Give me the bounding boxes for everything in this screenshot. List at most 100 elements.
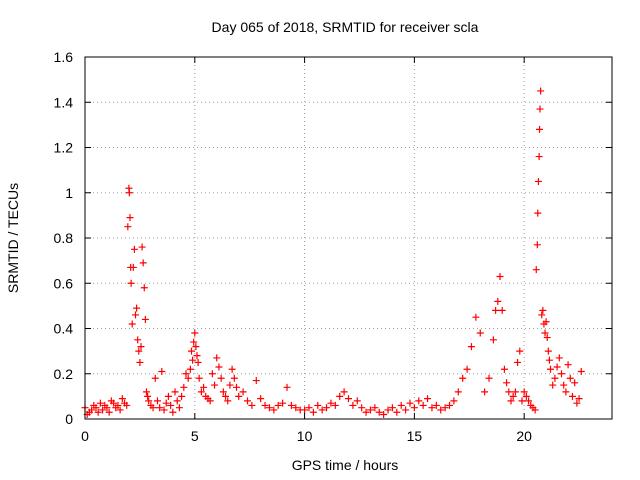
data-point (124, 223, 132, 231)
data-point (543, 334, 551, 342)
tick-labels: 0 5 10 15 20 0 0.2 0.4 0.6 0.8 1 1.2 1.4 1.6 (54, 49, 533, 444)
data-point (136, 358, 144, 366)
data-point (189, 356, 197, 364)
data-point (139, 259, 147, 267)
data-point (192, 343, 200, 351)
data-point (162, 399, 170, 407)
data-point (534, 177, 542, 185)
data-point (406, 399, 414, 407)
data-point (537, 87, 545, 95)
data-point (514, 358, 522, 366)
y-tick-label: 1.6 (54, 49, 74, 65)
data-point (349, 401, 357, 409)
data-point (180, 383, 188, 391)
data-point (314, 401, 322, 409)
data-point (544, 347, 552, 355)
data-point (158, 367, 166, 375)
data-point (428, 404, 436, 412)
data-point (547, 365, 555, 373)
data-point (358, 404, 366, 412)
data-point (186, 365, 194, 373)
data-point (415, 397, 423, 405)
data-point (520, 388, 528, 396)
data-point (145, 397, 153, 405)
data-point (126, 214, 134, 222)
data-point (509, 392, 517, 400)
data-point (371, 404, 379, 412)
data-point (193, 352, 201, 360)
y-axis-title: SRMTID / TECUs (5, 183, 21, 293)
plot-area (81, 87, 585, 418)
data-point (239, 388, 247, 396)
data-point (270, 406, 278, 414)
data-point (500, 365, 508, 373)
data-point (388, 404, 396, 412)
data-point (522, 392, 530, 400)
data-point (235, 392, 243, 400)
data-point (252, 377, 260, 385)
data-point (88, 406, 96, 414)
data-point (340, 388, 348, 396)
data-point (156, 404, 164, 412)
plot-frame (84, 56, 613, 420)
data-point (116, 406, 124, 414)
y-tick-label: 0.6 (54, 275, 74, 291)
data-point (257, 395, 265, 403)
data-point (141, 315, 149, 323)
data-point (187, 347, 195, 355)
data-point (92, 404, 100, 412)
data-point (261, 401, 269, 409)
data-point (441, 404, 449, 412)
data-point (454, 388, 462, 396)
data-point (536, 105, 544, 113)
data-point (353, 397, 361, 405)
data-point (153, 397, 161, 405)
axes (84, 56, 613, 420)
data-point (217, 374, 225, 382)
data-point (279, 399, 287, 407)
data-point (555, 354, 563, 362)
data-point (228, 365, 236, 373)
data-point (410, 404, 418, 412)
y-tick-label: 0 (65, 411, 73, 427)
data-point (560, 381, 568, 389)
data-point (380, 410, 388, 418)
data-point (577, 367, 585, 375)
data-point (123, 401, 131, 409)
data-point (432, 401, 440, 409)
data-point (283, 383, 291, 391)
data-point (173, 397, 181, 405)
data-point (539, 306, 547, 314)
data-point (505, 388, 513, 396)
data-point (542, 318, 550, 326)
data-point (110, 399, 118, 407)
y-tick-label: 1.4 (54, 94, 74, 110)
data-point (175, 404, 183, 412)
data-point (265, 404, 273, 412)
x-tick-label: 5 (191, 428, 199, 444)
data-point (492, 306, 500, 314)
data-point (105, 408, 113, 416)
data-point (327, 399, 335, 407)
y-tick-label: 0.2 (54, 366, 74, 382)
data-point (518, 397, 526, 405)
y-tick-label: 1 (65, 185, 73, 201)
chart-title: Day 065 of 2018, SRMTID for receiver scl… (212, 19, 479, 35)
data-point (362, 408, 370, 416)
data-point (128, 320, 136, 328)
data-point (573, 399, 581, 407)
data-point (566, 374, 574, 382)
data-point (525, 397, 533, 405)
data-point (194, 358, 202, 366)
data-point (287, 401, 295, 409)
data-point (208, 370, 216, 378)
data-point (292, 404, 300, 412)
data-point (538, 311, 546, 319)
data-point (531, 406, 539, 414)
data-point (215, 363, 223, 371)
data-point (498, 306, 506, 314)
data-point (96, 399, 104, 407)
data-point (419, 401, 427, 409)
data-point (184, 374, 192, 382)
data-point (533, 241, 541, 249)
